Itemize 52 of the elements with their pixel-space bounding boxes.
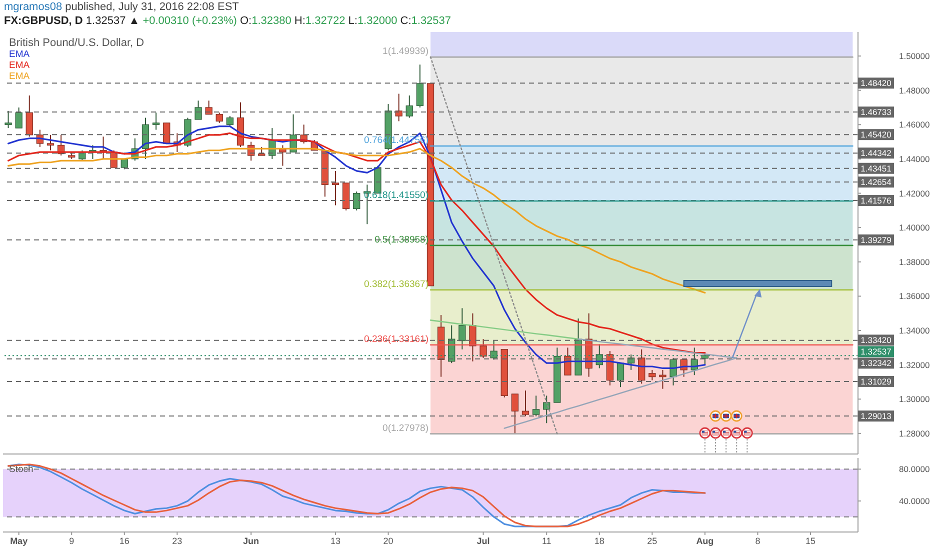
ref-line-label: 1.45420 [860,130,892,140]
ref-line-label: 1.32342 [860,358,892,368]
x-tick-label: 16 [119,536,130,546]
y-tick-label: 1.34000 [899,326,930,336]
y-tick-label: 1.44000 [899,154,930,164]
y-tick-label: 1.42000 [899,188,930,198]
y-tick-label: 1.50000 [899,51,930,62]
x-tick-label: 11 [542,536,552,546]
text: EMA [9,49,30,60]
y-tick-label: 1.36000 [899,291,930,302]
ref-line-label: 1.42654 [860,177,892,188]
x-tick-label: May [10,536,28,546]
x-tick-label: Aug [696,536,714,546]
x-tick-label: 8 [755,536,760,546]
x-tick-label: 23 [172,536,182,546]
x-tick-label: Jun [243,536,260,546]
ref-line-label: 1.33420 [860,335,892,346]
series-label: 0.382(1.36367) [364,278,428,290]
x-tick-label: 18 [594,536,604,546]
y-tick-label: 1.46000 [899,120,930,130]
y-tick-label: 40.0000 [899,496,930,506]
y-tick-label: 1.32000 [899,360,930,370]
x-tick-label: 9 [69,536,74,546]
ref-line-label: 1.44342 [860,148,892,158]
x-tick-label: 13 [330,536,341,546]
ref-line-label: 1.41576 [860,196,892,206]
text: mgramos08 published, July 31, 2016 22:08 EST [4,1,239,13]
chart-title: British Pound/U.S. Dollar, D [9,37,144,49]
y-tick-label: 1.28000 [899,428,930,438]
ref-line-label: 1.39279 [860,234,892,245]
y-tick-label: 1.30000 [899,394,930,404]
text: FX:GBPUSD, D 1.32537 ▲ +0.00310 (+0.23%) O:1.32380 H:1.32722 L:1.32000 C:1.32537 [4,15,452,27]
ref-line-label: 1.29013 [860,411,892,422]
series-label: 1(1.49939) [382,46,428,58]
y-tick-label: 1.40000 [899,222,930,233]
x-tick-label: Jul [476,536,490,546]
y-tick-label: 1.38000 [899,256,930,267]
y-tick-label: 1.48000 [899,85,930,96]
x-tick-label: 20 [383,536,394,546]
ref-line-label: 1.31029 [860,376,892,386]
text: Stoch [9,464,34,475]
y-tick-label: 80.0000 [899,464,930,474]
series-label: 0(1.27978) [382,422,428,434]
x-tick-label: 15 [805,536,816,546]
series-label: 0.236(1.33161) [364,334,428,345]
ref-line-label: 1.32537 [860,346,892,357]
ref-line-label: 1.48420 [860,78,892,88]
ref-line-label: 1.46733 [860,107,892,118]
text: EMA [9,71,30,82]
x-tick-label: 25 [647,536,658,546]
text: EMA [9,60,30,71]
ref-line-label: 1.43451 [860,163,892,174]
